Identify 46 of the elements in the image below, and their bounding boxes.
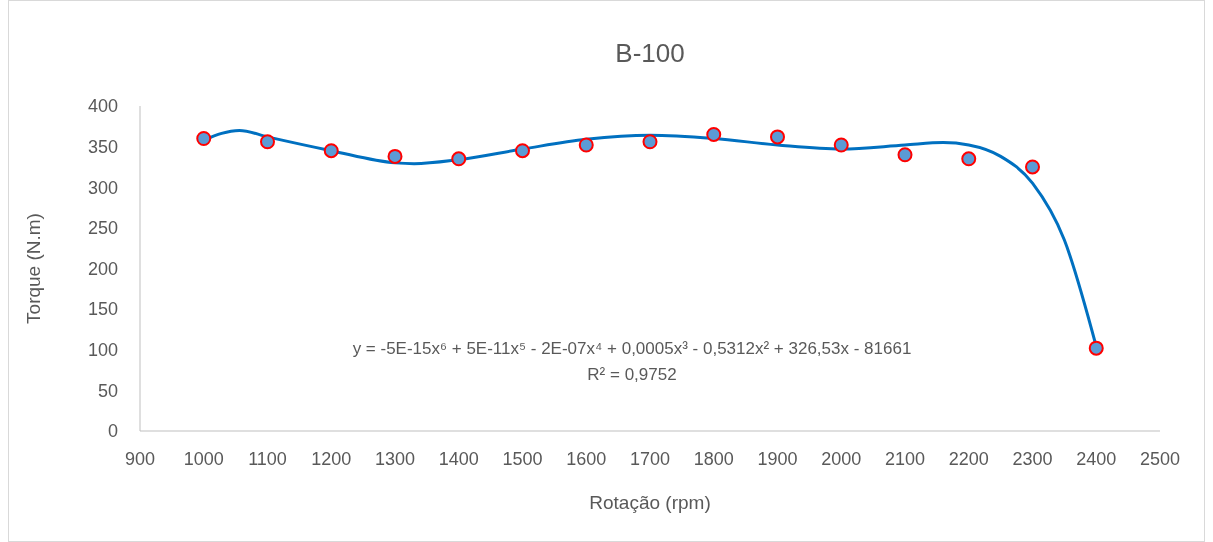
point [833,137,849,153]
x-tick-label: 2300 [1012,449,1053,469]
x-tick-label: 1700 [629,449,671,469]
point [1088,340,1104,356]
x-tick-label: 1300 [374,449,416,469]
point [387,148,403,164]
y-axis-title: Torque (N.m) [23,213,44,324]
annotation: R² = 0,9752 [587,365,677,384]
y-tick-label: 200 [87,258,118,279]
x-tick-label: 2500 [1139,449,1181,469]
x-tick-label: 1900 [757,449,798,469]
point [770,129,785,145]
x-tick-label: 1200 [311,449,352,469]
x-tick-label: 2200 [948,449,989,469]
x-tick-label: 2400 [1076,449,1117,469]
y-tick-label: 50 [97,380,118,401]
point [451,151,467,167]
annotation: y = -5E-15x⁶ + 5E-11x⁵ - 2E-07x⁴ + 0,0005x³ - 0,5312x² + 326,53x - 81661 [352,339,912,358]
y-tick-label: 0 [107,421,118,442]
x-axis-title: Rotação (rpm) [589,492,711,513]
point [1025,159,1040,175]
chart-title: B-100 [615,38,685,68]
x-tick-label: 900 [124,449,156,469]
x-tick-label: 2000 [821,449,862,469]
point [515,143,530,159]
x-tick-label: 1100 [248,449,287,469]
point [323,143,339,159]
y-tick-label: 100 [87,340,118,361]
point [961,151,977,167]
y-tick-label: 400 [87,96,118,117]
y-tick-label: 300 [87,177,118,198]
x-tick-label: 1600 [566,449,607,469]
y-tick-label: 150 [87,299,118,320]
x-tick-label: 1500 [502,449,543,469]
x-tick-label: 1800 [693,449,734,469]
x-tick-label: 1400 [438,449,479,469]
y-tick-label: 350 [87,136,118,157]
x-tick-label: 2100 [884,449,926,469]
point [196,131,212,146]
x-tick-label: 1000 [183,449,224,469]
point [706,126,722,142]
point [578,137,594,153]
point [897,147,913,163]
point [260,134,275,150]
point [642,134,658,150]
y-tick-label: 250 [87,218,118,239]
